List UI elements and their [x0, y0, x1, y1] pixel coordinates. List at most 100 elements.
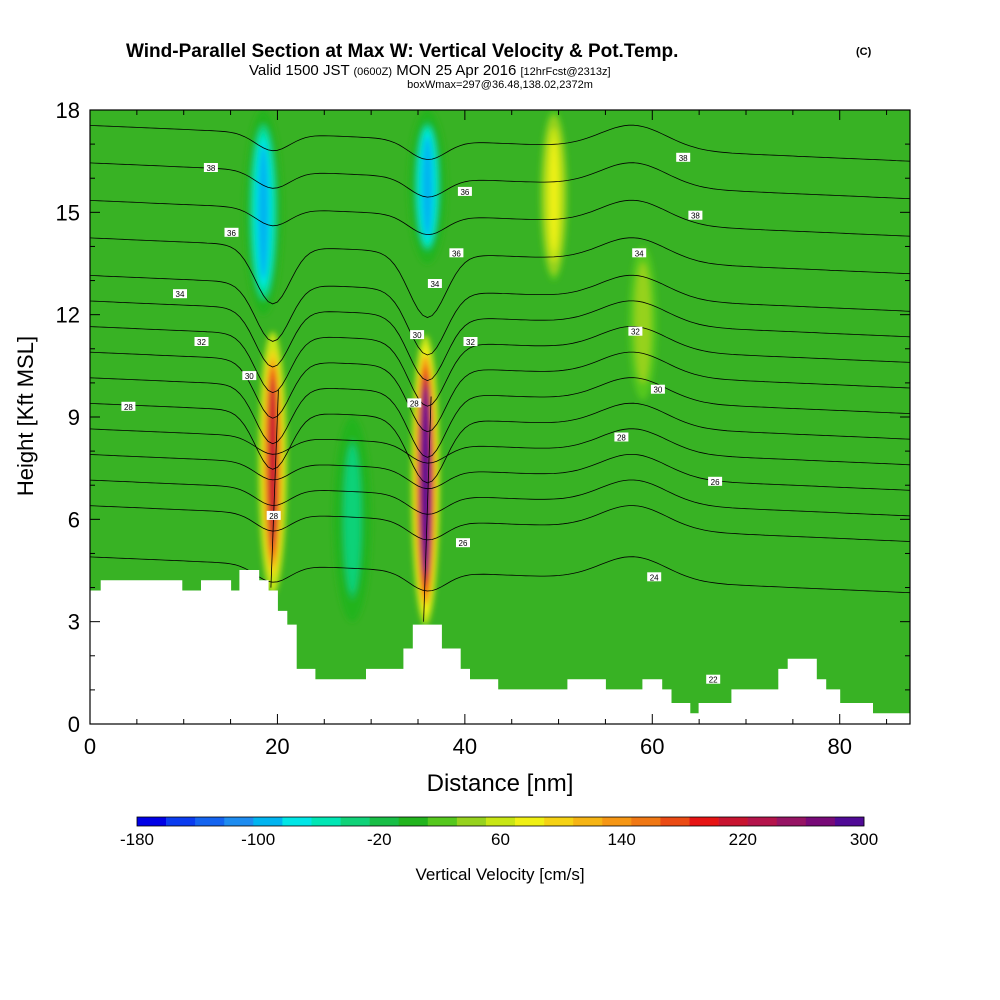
- contour-label-box: [614, 432, 629, 442]
- contour-label-box: [224, 227, 239, 237]
- colorbar-swatch: [747, 817, 778, 826]
- contour-label-box: [121, 401, 136, 411]
- isentrope-37: [90, 124, 910, 162]
- updraft-core: [550, 139, 558, 251]
- contour-label-text: 32: [631, 328, 640, 337]
- colorbar-swatch: [224, 817, 254, 826]
- colorbar-swatch: [311, 817, 341, 826]
- x-tick-label: 20: [265, 734, 289, 759]
- contour-label: 32: [194, 337, 209, 347]
- contour-label-text: 34: [635, 249, 644, 258]
- contour-label-box: [628, 326, 643, 336]
- colorbar-swatch: [456, 817, 487, 826]
- isentropes: [90, 124, 910, 622]
- contour-label-text: 30: [413, 331, 422, 340]
- contour-label-box: [449, 248, 464, 258]
- contour-label: 30: [410, 330, 425, 340]
- contour-label-text: 30: [245, 372, 254, 381]
- contour-label: 30: [650, 384, 665, 395]
- contour-label-box: [650, 384, 665, 394]
- colorbar-frame: [136, 816, 865, 827]
- contour-labels: 38 36 34 32 30 28 28 36 36 34 30 32 28 26 38 38 34 32 30 28…: [121, 152, 723, 685]
- contour-label-box: [676, 152, 691, 162]
- contour-label-box: [632, 248, 647, 258]
- contour-label-text: 28: [410, 399, 419, 408]
- colorbar: -180 -100 -20 60 140 220 300: [120, 816, 878, 849]
- x-axis-label: Distance [nm]: [427, 770, 574, 797]
- contour-label-text: 38: [691, 212, 700, 221]
- contour-label: 38: [676, 152, 691, 163]
- colorbar-swatch: [660, 817, 690, 826]
- forecast-info: [12hrFcst@2313z]: [520, 66, 610, 78]
- contour-label-text: 28: [269, 512, 278, 521]
- colorbar-tick-label: -20: [367, 830, 392, 849]
- copyright-mark: (C): [856, 46, 872, 58]
- colorbar-tick-label: 60: [491, 830, 510, 849]
- plot-area: 38 36 34 32 30 28 28 36 36 34 30 32 28 26 38 38 34 32 30 28…: [90, 110, 910, 724]
- valid-time: Valid 1500 JST: [249, 62, 349, 79]
- colorbar-swatch: [369, 817, 400, 826]
- contour-label-text: 36: [460, 188, 469, 197]
- colorbar-tick-label: 220: [729, 830, 757, 849]
- isentrope-27: [90, 428, 910, 466]
- colorbar-swatch: [137, 817, 167, 826]
- isentrope-35: [90, 199, 910, 237]
- contour-label-text: 26: [459, 539, 468, 548]
- valid-date: MON 25 Apr 2016: [396, 62, 516, 79]
- contour-label-text: 26: [711, 478, 720, 487]
- contour-label-box: [242, 371, 257, 381]
- contour-label-text: 22: [709, 676, 718, 685]
- downdraft-core: [258, 145, 269, 279]
- contour-label-box: [456, 538, 470, 548]
- isentrope-31: [90, 326, 910, 407]
- contour-label-box: [407, 398, 422, 408]
- contour-label: 34: [632, 248, 647, 258]
- updraft-core: [639, 273, 647, 374]
- isentrope-29: [90, 377, 910, 458]
- isentrope-36: [90, 162, 910, 200]
- isentrope-22: [90, 556, 910, 594]
- contour-label-box: [173, 289, 187, 299]
- colorbar-label: Vertical Velocity [cm/s]: [415, 865, 584, 884]
- box-wmax-info: boxWmax=297@36.48,138.02,2372m: [407, 79, 593, 91]
- x-tick-label: 0: [84, 734, 96, 759]
- colorbar-swatch: [166, 817, 196, 826]
- colorbar-swatch: [544, 817, 574, 826]
- chart-title: Wind-Parallel Section at Max W: Vertical…: [126, 41, 678, 62]
- x-tick-label: 60: [640, 734, 664, 759]
- contour-label-text: 28: [617, 434, 626, 443]
- contour-label-box: [203, 163, 218, 172]
- contour-label-box: [194, 337, 209, 346]
- isentrope-28: [90, 402, 910, 484]
- colorbar-swatch: [282, 817, 312, 826]
- contour-label: 28: [614, 432, 629, 443]
- contour-label-text: 28: [124, 403, 133, 412]
- colorbar-swatch: [195, 817, 225, 826]
- contour-label: 36: [457, 186, 472, 197]
- colorbar-swatch: [718, 817, 748, 826]
- downdraft-core: [422, 136, 433, 237]
- contour-label-text: 32: [197, 338, 206, 347]
- contour-label: 26: [456, 538, 470, 548]
- isentrope-30: [90, 351, 910, 433]
- valid-line: Valid 1500 JST (0600Z) MON 25 Apr 2016 […: [249, 62, 611, 79]
- contour-label: 36: [224, 227, 239, 238]
- colorbar-swatch: [776, 817, 807, 826]
- x-tick-label: 80: [827, 734, 851, 759]
- y-tick-label: 9: [68, 405, 80, 430]
- contour-label-text: 34: [430, 280, 439, 289]
- contour-label: 28: [407, 398, 422, 408]
- y-tick-label: 18: [56, 98, 80, 123]
- contour-label-box: [410, 330, 425, 340]
- contour-label: 26: [708, 476, 723, 487]
- isentrope-updraft: [423, 396, 432, 622]
- contour-label-text: 32: [466, 338, 475, 347]
- contour-label-box: [457, 186, 472, 196]
- contour-label: 38: [203, 163, 218, 173]
- downdraft-core: [347, 452, 358, 586]
- contour-label-box: [427, 279, 442, 288]
- contour-label-text: 38: [206, 164, 215, 173]
- contour-label: 32: [628, 326, 643, 337]
- colorbar-tick-label: 140: [608, 830, 636, 849]
